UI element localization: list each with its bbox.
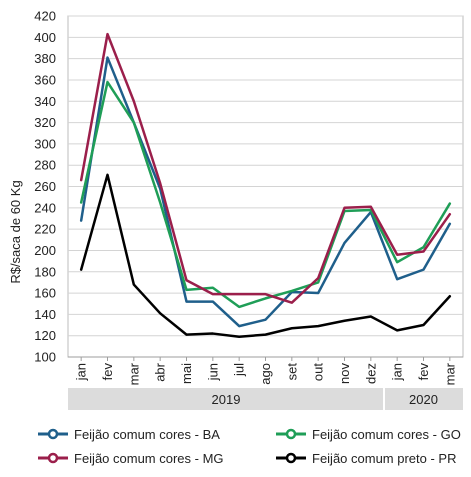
y-tick-label: 120 bbox=[34, 328, 56, 343]
legend-label: Feijão comum cores - GO bbox=[312, 427, 461, 442]
y-tick-label: 300 bbox=[34, 136, 56, 151]
y-tick-label: 160 bbox=[34, 286, 56, 301]
series-line-1 bbox=[79, 80, 452, 309]
legend-item: Feijão comum preto - PR bbox=[276, 451, 457, 466]
legend: Feijão comum cores - BA Feijão comum core… bbox=[38, 427, 461, 466]
y-tick-label: 420 bbox=[34, 9, 56, 24]
x-tick-label: dez bbox=[363, 363, 378, 384]
grid-lines bbox=[68, 15, 463, 358]
x-tick-label: mar bbox=[442, 362, 457, 385]
y-tick-label: 400 bbox=[34, 30, 56, 45]
y-tick-label: 200 bbox=[34, 243, 56, 258]
year-band: 2019 2020 bbox=[68, 388, 463, 410]
x-tick-label: fev bbox=[416, 363, 431, 381]
legend-label: Feijão comum preto - PR bbox=[312, 451, 457, 466]
legend-marker bbox=[47, 452, 59, 464]
legend-marker bbox=[285, 428, 297, 440]
series-line-0 bbox=[79, 56, 452, 328]
x-tick-label: jul bbox=[232, 363, 247, 377]
x-tick-label: jan bbox=[390, 363, 405, 381]
x-tick-label: jan bbox=[74, 363, 89, 381]
x-tick-label: ago bbox=[258, 363, 273, 385]
y-tick-label: 100 bbox=[34, 350, 56, 365]
legend-marker bbox=[47, 428, 59, 440]
y-tick-label: 220 bbox=[34, 222, 56, 237]
x-tick-label: mar bbox=[126, 362, 141, 385]
y-tick-label: 320 bbox=[34, 115, 56, 130]
x-tick-label: fev bbox=[100, 363, 115, 381]
x-tick-label: mai bbox=[179, 363, 194, 384]
y-tick-label: 240 bbox=[34, 200, 56, 215]
series-line-3 bbox=[79, 173, 452, 338]
y-tick-label: 340 bbox=[34, 94, 56, 109]
legend-label: Feijão comum cores - MG bbox=[74, 451, 224, 466]
x-tick-label: out bbox=[311, 363, 326, 381]
legend-item: Feijão comum cores - BA bbox=[38, 427, 220, 442]
legend-marker bbox=[285, 452, 297, 464]
year-band-cell bbox=[68, 388, 384, 410]
y-tick-label: 140 bbox=[34, 307, 56, 322]
legend-label: Feijão comum cores - BA bbox=[74, 427, 220, 442]
x-tick-label: jun bbox=[205, 363, 220, 381]
x-tick-label: nov bbox=[337, 363, 352, 384]
y-tick-label: 280 bbox=[34, 158, 56, 173]
y-axis: 100 120 140 160 180 200 220 240 260 280 300 320 340 3… bbox=[34, 9, 463, 365]
x-tick-label: set bbox=[284, 363, 299, 381]
legend-item: Feijão comum cores - GO bbox=[276, 427, 461, 442]
y-tick-label: 260 bbox=[34, 179, 56, 194]
x-tick-label: abr bbox=[153, 362, 168, 381]
series-line-2 bbox=[79, 32, 452, 304]
x-axis: jan fev mar abr mai jun jul ago set out nov dez jan f… bbox=[74, 357, 457, 385]
year-label: 2020 bbox=[409, 392, 438, 407]
legend-item: Feijão comum cores - MG bbox=[38, 451, 224, 466]
y-tick-label: 360 bbox=[34, 72, 56, 87]
y-axis-label: R$/saca de 60 Kg bbox=[8, 180, 23, 283]
year-label: 2019 bbox=[212, 392, 241, 407]
y-tick-label: 380 bbox=[34, 51, 56, 66]
y-tick-label: 180 bbox=[34, 264, 56, 279]
series-lines bbox=[79, 32, 452, 338]
year-band-cell bbox=[384, 388, 463, 410]
